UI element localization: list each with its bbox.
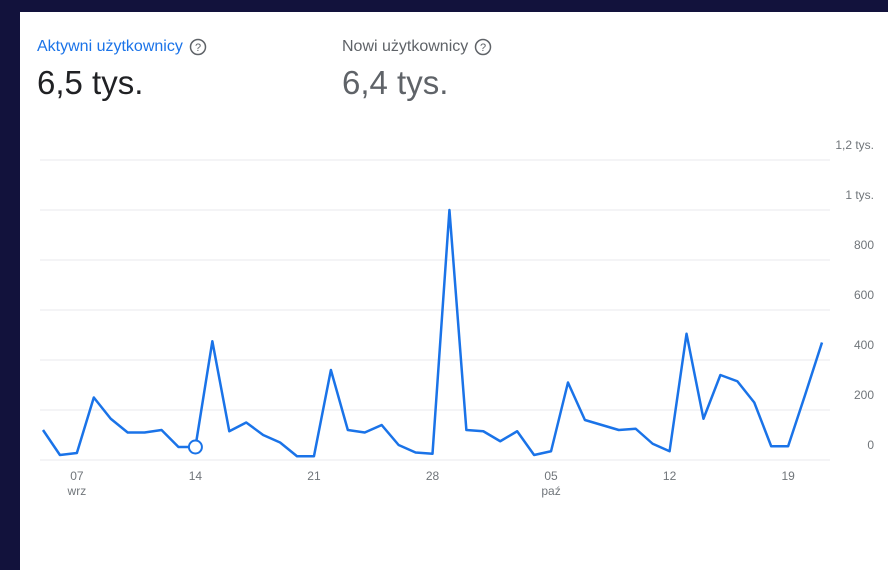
x-month-label: paź [541, 484, 560, 498]
svg-text:?: ? [480, 42, 486, 54]
y-tick-label: 1 tys. [845, 188, 874, 202]
x-tick-label: 07 [70, 469, 84, 483]
metric-label: Aktywni użytkownicy [37, 38, 183, 55]
y-tick-label: 800 [854, 238, 874, 252]
y-tick-label: 400 [854, 338, 874, 352]
x-tick-label: 28 [426, 469, 440, 483]
metric-value: 6,5 tys. [37, 64, 144, 101]
panel: Aktywni użytkownicy ? 6,5 tys. Nowi użyt… [20, 12, 888, 570]
x-tick-label: 12 [663, 469, 677, 483]
svg-text:?: ? [195, 42, 201, 54]
metric-label: Nowi użytkownicy [342, 38, 469, 55]
y-tick-label: 0 [867, 438, 874, 452]
metric-value: 6,4 tys. [342, 64, 449, 101]
y-tick-label: 1,2 tys. [835, 138, 874, 152]
help-icon[interactable]: ? [474, 38, 492, 56]
series-line [41, 208, 824, 458]
x-tick-label: 05 [544, 469, 558, 483]
x-tick-label: 19 [781, 469, 795, 483]
y-tick-label: 600 [854, 288, 874, 302]
y-tick-label: 200 [854, 388, 874, 402]
x-month-label: wrz [67, 484, 87, 498]
help-icon[interactable]: ? [189, 38, 207, 56]
hover-marker [187, 439, 203, 455]
x-tick-label: 14 [189, 469, 203, 483]
metric-card[interactable]: Nowi użytkownicy ? 6,4 tys. [342, 38, 492, 102]
x-tick-label: 21 [307, 469, 321, 483]
metric-card[interactable]: Aktywni użytkownicy ? 6,5 tys. [37, 38, 207, 102]
